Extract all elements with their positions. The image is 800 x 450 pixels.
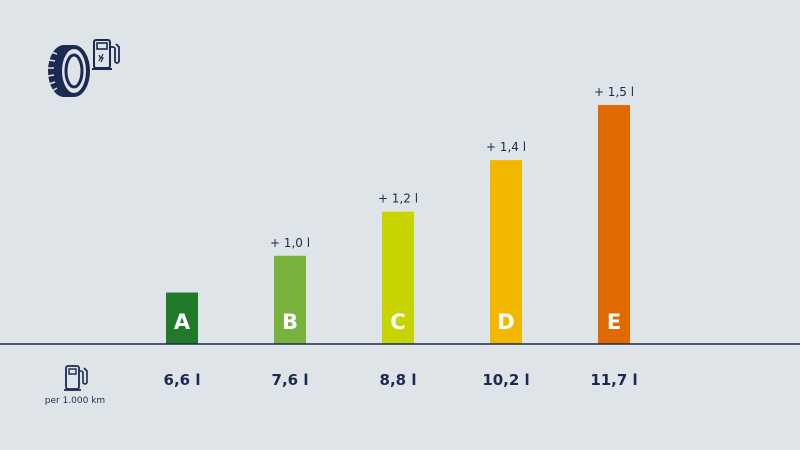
bar-c	[382, 211, 414, 344]
value-label: 7,6 l	[272, 371, 309, 389]
category-label: C	[390, 310, 405, 334]
category-label: D	[497, 310, 514, 334]
bar-e	[598, 105, 630, 344]
tire-icon	[47, 45, 90, 97]
value-label: 10,2 l	[482, 371, 529, 389]
category-label: B	[282, 310, 298, 334]
fuel-pump-icon	[64, 365, 88, 391]
category-label: A	[174, 310, 191, 334]
increment-label: + 1,2 l	[378, 192, 418, 206]
unit-caption: per 1.000 km	[44, 396, 106, 406]
increment-label: + 1,5 l	[594, 85, 634, 99]
bar-a	[166, 292, 198, 344]
bar-d	[490, 160, 522, 344]
category-label: E	[607, 310, 621, 334]
value-label: 8,8 l	[380, 371, 417, 389]
increment-label: + 1,0 l	[270, 236, 310, 250]
increment-label: + 1,4 l	[486, 140, 526, 154]
value-label: 6,6 l	[164, 371, 201, 389]
value-label: 11,7 l	[590, 371, 637, 389]
fuel-pump-icon	[92, 39, 120, 70]
bar-b	[274, 255, 306, 344]
